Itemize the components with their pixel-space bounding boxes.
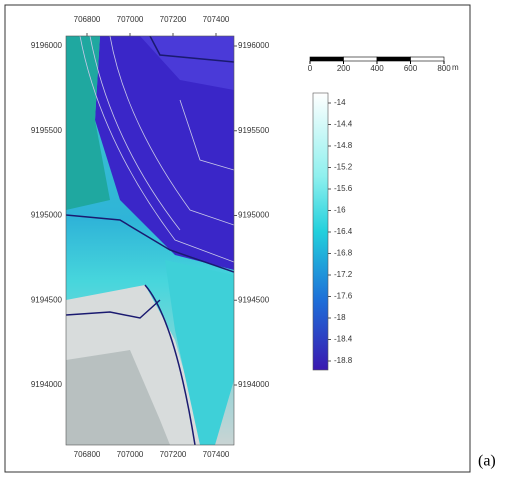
colorbar (313, 93, 328, 370)
colorbar-label: -16.8 (334, 249, 353, 258)
caption: (a) (478, 453, 496, 470)
y-tick-label: 9196000 (238, 41, 270, 50)
colorbar-label: -17.6 (334, 292, 353, 301)
scale-segment (310, 57, 344, 61)
y-tick-label: 9195500 (238, 126, 270, 135)
scale-segment (411, 57, 445, 61)
colorbar-label: -16.4 (334, 227, 353, 236)
colorbar-label: -18.4 (334, 335, 353, 344)
colorbar-label: -16 (334, 206, 346, 215)
x-tick-label: 707200 (160, 15, 187, 24)
colorbar-label: -14.8 (334, 141, 353, 150)
scale-unit: m (452, 63, 459, 72)
colorbar-label: -15.6 (334, 184, 353, 193)
colorbar-label: -18.8 (334, 356, 353, 365)
y-tick-label: 9194000 (31, 380, 63, 389)
x-tick-label: 707000 (117, 450, 144, 459)
colorbar-label: -18 (334, 313, 346, 322)
page: {"map": { "xticks": [706800, 707000, 707… (0, 0, 515, 482)
x-tick-label: 707400 (203, 15, 230, 24)
y-tick-label: 9196000 (31, 41, 63, 50)
x-tick-label: 707200 (160, 450, 187, 459)
colorbar-label: -14 (334, 98, 346, 107)
y-tick-label: 9194500 (238, 295, 270, 304)
map-image (66, 36, 234, 445)
scale-segment (344, 57, 378, 61)
y-tick-label: 9195500 (31, 126, 63, 135)
colorbar-label: -17.2 (334, 270, 353, 279)
scale-label: 0 (308, 64, 313, 73)
colorbar-label: -14.4 (334, 120, 353, 129)
y-tick-label: 9195000 (238, 211, 270, 220)
colorbar-label: -15.2 (334, 163, 353, 172)
x-tick-label: 707400 (203, 450, 230, 459)
x-tick-label: 706800 (74, 450, 101, 459)
figure: (a) 706800 706800 707000 707000 707200 707200… (0, 0, 515, 482)
y-tick-label: 9195000 (31, 211, 63, 220)
x-tick-label: 706800 (74, 15, 101, 24)
scale-label: 800 (437, 64, 451, 73)
scale-segment (377, 57, 411, 61)
y-tick-label: 9194000 (238, 380, 270, 389)
scale-label: 400 (370, 64, 384, 73)
y-tick-label: 9194500 (31, 295, 63, 304)
scale-label: 600 (404, 64, 418, 73)
scale-label: 200 (337, 64, 351, 73)
x-tick-label: 707000 (117, 15, 144, 24)
